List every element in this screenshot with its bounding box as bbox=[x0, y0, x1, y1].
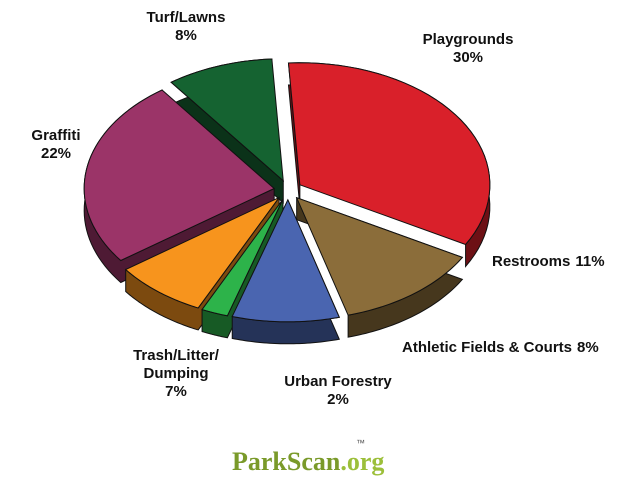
slice-value: 11% bbox=[575, 253, 604, 270]
slice-name: Turf/Lawns bbox=[147, 9, 226, 26]
slice-name-line: Dumping bbox=[144, 365, 209, 382]
slice-label: Restrooms 11% bbox=[492, 253, 605, 270]
slice-label: Graffiti 22% bbox=[31, 127, 80, 162]
slice-name: Graffiti bbox=[31, 127, 80, 144]
slice bbox=[170, 58, 284, 182]
trademark: ™ bbox=[356, 438, 365, 448]
slice bbox=[295, 196, 464, 316]
slice-label: Turf/Lawns 8% bbox=[147, 9, 226, 44]
slice bbox=[287, 62, 491, 246]
slice-value: 8% bbox=[175, 27, 197, 44]
slice-name: Urban Forestry bbox=[284, 373, 392, 390]
slice bbox=[83, 89, 276, 262]
slice-label: Athletic Fields & Courts 8% bbox=[402, 339, 599, 356]
slice-name: Athletic Fields & Courts bbox=[402, 339, 572, 356]
slice-label: Trash/Litter/Dumping 7% bbox=[133, 347, 220, 400]
slice-value: 22% bbox=[41, 145, 71, 162]
slice bbox=[231, 198, 341, 323]
slice-value: 2% bbox=[327, 391, 349, 408]
brand-name: ParkScan bbox=[232, 447, 341, 476]
labels: Playgrounds 30% Restrooms 11% Athletic Field… bbox=[31, 9, 604, 408]
slice-name-line: Trash/Litter/ bbox=[133, 347, 220, 364]
slice-value: 7% bbox=[165, 383, 187, 400]
slice-label: Playgrounds 30% bbox=[423, 31, 514, 66]
brand-tld: .org bbox=[340, 447, 384, 476]
slice-name: Restrooms bbox=[492, 253, 570, 270]
slice bbox=[201, 198, 284, 317]
slice bbox=[124, 197, 280, 309]
slice-name: Trash/Litter/Dumping bbox=[133, 347, 220, 382]
slice-value: 30% bbox=[453, 49, 483, 66]
slice-name: Playgrounds bbox=[423, 31, 514, 48]
slice-label: Urban Forestry 2% bbox=[284, 373, 392, 408]
slice-value: 8% bbox=[577, 339, 599, 356]
footer-brand: ParkScan.org bbox=[232, 447, 384, 476]
pie bbox=[83, 58, 491, 345]
